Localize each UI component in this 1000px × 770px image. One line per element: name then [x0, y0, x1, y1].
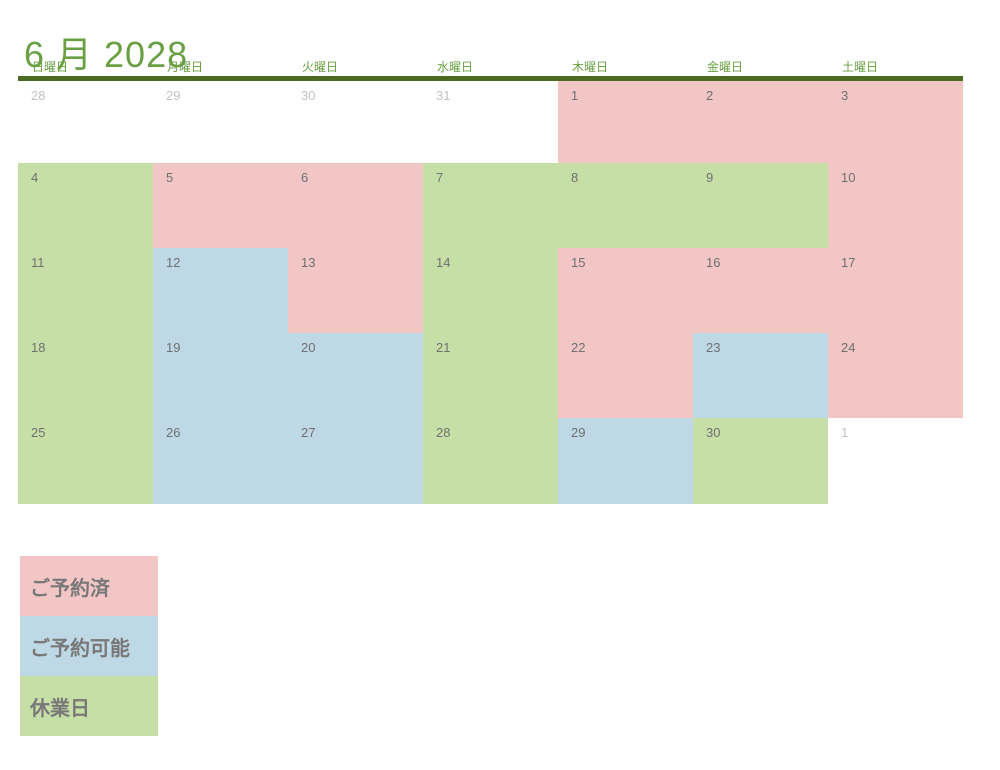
calendar-cell[interactable]: 30: [693, 418, 828, 504]
calendar-cell[interactable]: 23: [693, 333, 828, 418]
calendar-cell[interactable]: 22: [558, 333, 693, 418]
calendar-cell[interactable]: 19: [153, 333, 288, 418]
calendar-cell[interactable]: 16: [693, 248, 828, 333]
day-number: 21: [436, 340, 451, 355]
calendar-cell[interactable]: 25: [18, 418, 153, 504]
calendar-grid: 28 29 30 31 1 2 3 4 5 6 7 8 9 10 11 12 13 14 15 16 17 18 19 20 2…: [18, 81, 963, 504]
calendar-cell[interactable]: 6: [288, 163, 423, 248]
day-number: 24: [841, 340, 856, 355]
day-number: 1: [571, 88, 579, 103]
day-number: 26: [166, 425, 181, 440]
calendar-cell[interactable]: 20: [288, 333, 423, 418]
day-number: 15: [571, 255, 586, 270]
legend-item-available: ご予約可能: [20, 616, 158, 676]
header-divider-rule: [18, 76, 963, 81]
day-number: 1: [841, 425, 849, 440]
calendar-cell[interactable]: 14: [423, 248, 558, 333]
weekday-header-6: 土曜日: [842, 60, 879, 74]
calendar-cell[interactable]: 1: [828, 418, 963, 504]
legend-item-booked: ご予約済: [20, 556, 158, 616]
day-number: 2: [706, 88, 714, 103]
day-number: 22: [571, 340, 586, 355]
day-number: 8: [571, 170, 579, 185]
day-number: 7: [436, 170, 444, 185]
weekday-header-5: 金曜日: [707, 60, 744, 74]
weekday-header-2: 火曜日: [302, 60, 339, 74]
day-number: 16: [706, 255, 721, 270]
calendar-cell[interactable]: 31: [423, 81, 558, 163]
calendar-cell[interactable]: 29: [153, 81, 288, 163]
day-number: 27: [301, 425, 316, 440]
calendar-cell[interactable]: 4: [18, 163, 153, 248]
day-number: 30: [706, 425, 721, 440]
day-number: 9: [706, 170, 714, 185]
calendar-cell[interactable]: 28: [423, 418, 558, 504]
calendar-cell[interactable]: 18: [18, 333, 153, 418]
legend-item-closed: 休業日: [20, 676, 158, 736]
day-number: 23: [706, 340, 721, 355]
calendar-cell[interactable]: 28: [18, 81, 153, 163]
day-number: 28: [436, 425, 451, 440]
calendar-cell[interactable]: 30: [288, 81, 423, 163]
day-number: 11: [31, 255, 45, 270]
day-number: 3: [841, 88, 849, 103]
calendar-cell[interactable]: 29: [558, 418, 693, 504]
weekday-header-0: 日曜日: [32, 60, 69, 74]
day-number: 30: [301, 88, 316, 103]
day-number: 13: [301, 255, 316, 270]
calendar-cell[interactable]: 26: [153, 418, 288, 504]
day-number: 12: [166, 255, 181, 270]
day-number: 25: [31, 425, 46, 440]
calendar-cell[interactable]: 3: [828, 81, 963, 163]
legend-label: ご予約済: [30, 577, 110, 600]
calendar-cell[interactable]: 12: [153, 248, 288, 333]
calendar-month-title: 6 月 2028: [24, 34, 189, 76]
calendar-cell[interactable]: 11: [18, 248, 153, 333]
day-number: 14: [436, 255, 451, 270]
calendar-cell[interactable]: 2: [693, 81, 828, 163]
day-number: 10: [841, 170, 856, 185]
weekday-header-1: 月曜日: [167, 60, 204, 74]
day-number: 31: [436, 88, 451, 103]
day-number: 4: [31, 170, 39, 185]
day-number: 18: [31, 340, 46, 355]
weekday-header-row: 日曜日 月曜日 火曜日 水曜日 木曜日 金曜日 土曜日: [18, 58, 963, 76]
calendar-cell[interactable]: 15: [558, 248, 693, 333]
calendar-cell[interactable]: 8: [558, 163, 693, 248]
calendar-cell[interactable]: 21: [423, 333, 558, 418]
weekday-header-4: 木曜日: [572, 60, 609, 74]
calendar-cell[interactable]: 5: [153, 163, 288, 248]
day-number: 29: [166, 88, 181, 103]
calendar-cell[interactable]: 7: [423, 163, 558, 248]
calendar-cell[interactable]: 1: [558, 81, 693, 163]
legend-label: 休業日: [30, 697, 90, 720]
day-number: 20: [301, 340, 316, 355]
calendar-cell[interactable]: 17: [828, 248, 963, 333]
day-number: 5: [166, 170, 174, 185]
calendar-cell[interactable]: 24: [828, 333, 963, 418]
weekday-header-3: 水曜日: [437, 60, 474, 74]
calendar-cell[interactable]: 13: [288, 248, 423, 333]
day-number: 28: [31, 88, 46, 103]
day-number: 19: [166, 340, 181, 355]
day-number: 6: [301, 170, 309, 185]
day-number: 17: [841, 255, 856, 270]
calendar-cell[interactable]: 9: [693, 163, 828, 248]
legend: ご予約済ご予約可能休業日: [20, 556, 158, 736]
calendar-cell[interactable]: 27: [288, 418, 423, 504]
day-number: 29: [571, 425, 586, 440]
legend-label: ご予約可能: [30, 637, 130, 660]
calendar-cell[interactable]: 10: [828, 163, 963, 248]
